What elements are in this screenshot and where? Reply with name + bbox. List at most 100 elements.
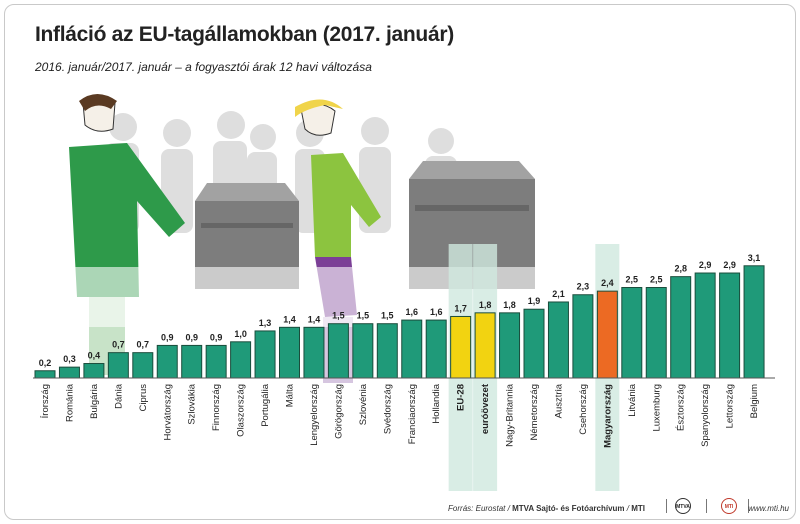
bar [547, 301, 569, 379]
category-label: Dánia [113, 383, 124, 409]
category-label: euróövezet [480, 383, 491, 434]
category-label: Málta [285, 383, 296, 407]
bar-value-label: 1,6 [430, 307, 443, 317]
bar-value-label: 2,4 [601, 278, 614, 288]
bar-value-label: 0,9 [210, 332, 223, 342]
footer-divider [666, 499, 667, 513]
bar-value-label: 0,4 [88, 351, 101, 361]
bar [34, 370, 56, 379]
footer-divider [706, 499, 707, 513]
bar [523, 308, 545, 379]
background-illustration [25, 94, 795, 383]
category-label: Lettország [725, 384, 736, 428]
bar [670, 276, 692, 379]
bar-value-label: 1,4 [308, 314, 321, 324]
category-label: Olaszország [236, 384, 247, 437]
bar [327, 323, 349, 379]
bar [743, 265, 765, 379]
bar-value-label: 1,9 [528, 296, 541, 306]
bar-value-label: 2,5 [626, 275, 639, 285]
bar [425, 319, 447, 379]
category-label: Hollandia [431, 383, 442, 423]
category-label: Bulgária [89, 383, 100, 419]
value-labels: 0,2 0,3 0,4 0,7 0,7 0,9 0,9 0,9 1,0 1,3 1,4 1,4 1,5 1… [39, 253, 761, 368]
category-label: Spanyolország [700, 384, 711, 447]
bar [401, 319, 423, 379]
category-label: Írország [40, 384, 51, 418]
bar-value-label: 1,4 [283, 314, 296, 324]
mtva-logo-icon: MTVA [675, 498, 691, 514]
bar [596, 290, 618, 379]
bar-value-label: 0,2 [39, 358, 52, 368]
bar-value-label: 2,9 [699, 260, 712, 270]
bar [376, 323, 398, 379]
source-text: Forrás: Eurostat [448, 504, 506, 513]
bar-value-label: 1,7 [454, 303, 467, 313]
category-label: Ausztria [553, 383, 564, 418]
bar-value-label: 1,8 [503, 300, 516, 310]
bar-value-label: 1,3 [259, 318, 272, 328]
infographic-frame: Infláció az EU-tagállamokban (2017. janu… [4, 4, 796, 520]
bar [474, 312, 496, 379]
agency-text: MTVA Sajtó- és Fotóarchívum [512, 504, 625, 513]
mti-logo-icon: MTI [721, 498, 737, 514]
bar [694, 272, 716, 379]
category-label: Németország [529, 384, 540, 441]
bar [132, 352, 154, 379]
bar [156, 344, 178, 379]
category-label: Horvátország [162, 384, 173, 441]
website-text: www.mti.hu [748, 504, 789, 513]
bar [572, 294, 594, 379]
bar-value-label: 2,5 [650, 275, 663, 285]
category-label: Görögország [333, 384, 344, 439]
bar-value-label: 2,8 [674, 264, 687, 274]
category-label: Nagy-Britannia [505, 383, 516, 447]
category-label: Ciprus [138, 384, 149, 412]
category-label: Románia [64, 383, 75, 422]
bar-value-label: 1,6 [405, 307, 418, 317]
bar-value-label: 0,7 [112, 340, 125, 350]
bar [83, 363, 105, 379]
category-label: Belgium [749, 384, 760, 418]
category-label: Észtország [676, 384, 687, 431]
bar-value-label: 0,3 [63, 354, 76, 364]
bar [205, 344, 227, 379]
bar-value-label: 1,8 [479, 300, 492, 310]
bar-value-label: 1,5 [357, 311, 370, 321]
category-label: Csehország [578, 384, 589, 435]
bar-value-label: 1,5 [381, 311, 394, 321]
category-label: Litvánia [627, 383, 638, 416]
bar [645, 287, 667, 379]
category-label: Szlovénia [358, 383, 369, 425]
bar [279, 326, 300, 379]
bar-value-label: 2,1 [552, 289, 565, 299]
category-label: Finnország [211, 384, 222, 431]
category-label: EU-28 [456, 384, 467, 411]
bar [181, 344, 203, 379]
bar-value-label: 0,9 [185, 332, 198, 342]
bar [450, 315, 472, 379]
bar [621, 287, 643, 379]
category-label: Svédország [382, 384, 393, 434]
chart-title: Infláció az EU-tagállamokban (2017. janu… [35, 23, 454, 46]
category-label: Portugália [260, 383, 271, 426]
credit-line: Forrás: Eurostat / MTVA Sajtó- és Fotóar… [448, 504, 645, 513]
bar-value-label: 2,3 [577, 282, 590, 292]
bar [107, 352, 129, 379]
bar [499, 312, 521, 379]
category-label: Szlovákia [187, 383, 198, 424]
agency-suffix: MTI [631, 504, 645, 513]
bar-chart: 0,2 0,3 0,4 0,7 0,7 0,9 0,9 0,9 1,0 1,3 1,4 1,4 1,5 1… [25, 94, 795, 491]
bar [230, 341, 252, 379]
bar-value-label: 1,0 [234, 329, 247, 339]
category-label: Magyarország [602, 384, 613, 448]
bars-group [34, 265, 765, 379]
bar [58, 366, 80, 379]
footer-divider [748, 499, 749, 513]
category-label: Luxemburg [651, 384, 662, 432]
bar [303, 326, 325, 379]
chart-subtitle: 2016. január/2017. január – a fogyasztói… [35, 60, 372, 74]
bar [352, 323, 374, 379]
bar-value-label: 1,5 [332, 311, 345, 321]
bar [254, 330, 276, 379]
